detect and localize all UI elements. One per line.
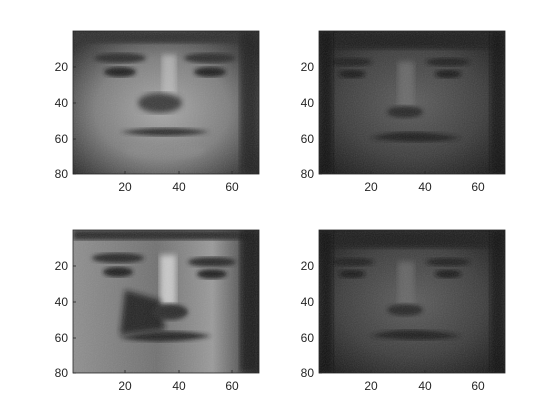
x-tick-label: 60	[225, 379, 239, 393]
y-tick-label: 40	[55, 96, 69, 110]
x-tick-label: 20	[364, 180, 378, 194]
y-tick-label: 80	[55, 167, 69, 181]
face-image-bottom-right	[319, 230, 505, 373]
y-tick-label: 60	[301, 331, 315, 345]
axis-labels-top-left: 20 40 60 20 40 60 80	[55, 60, 239, 194]
x-tick-label: 60	[471, 180, 485, 194]
y-tick-label: 20	[301, 60, 315, 74]
x-tick-label: 60	[471, 379, 485, 393]
x-tick-label: 40	[172, 379, 186, 393]
tick-marks	[73, 66, 479, 374]
face-image-top-right	[319, 31, 505, 174]
y-tick-label: 80	[301, 167, 315, 181]
y-tick-label: 60	[55, 331, 69, 345]
face-image-top-left	[73, 31, 259, 174]
y-tick-label: 20	[55, 60, 69, 74]
y-tick-label: 60	[301, 132, 315, 146]
y-tick-label: 40	[55, 295, 69, 309]
x-tick-label: 40	[418, 379, 432, 393]
y-tick-label: 60	[55, 132, 69, 146]
x-tick-label: 40	[172, 180, 186, 194]
y-tick-label: 80	[55, 366, 69, 380]
face-image-bottom-left	[73, 230, 259, 373]
axes-frame-top-right	[318, 30, 506, 175]
axes-frame-bottom-right	[318, 229, 506, 374]
x-tick-label: 20	[118, 180, 132, 194]
axis-labels-top-right: 20 40 60 20 40 60 80	[301, 60, 485, 194]
y-tick-label: 40	[301, 295, 315, 309]
x-tick-label: 20	[118, 379, 132, 393]
x-tick-label: 40	[418, 180, 432, 194]
axes-frame-top-left	[72, 30, 260, 175]
x-tick-label: 20	[364, 379, 378, 393]
axis-labels-bottom-left: 20 40 60 20 40 60 80	[55, 259, 239, 393]
y-tick-label: 20	[301, 259, 315, 273]
y-tick-label: 20	[55, 259, 69, 273]
y-tick-label: 80	[301, 366, 315, 380]
y-tick-label: 40	[301, 96, 315, 110]
axes-frame-bottom-left	[72, 229, 260, 374]
axis-labels-bottom-right: 20 40 60 20 40 60 80	[301, 259, 485, 393]
x-tick-label: 60	[225, 180, 239, 194]
